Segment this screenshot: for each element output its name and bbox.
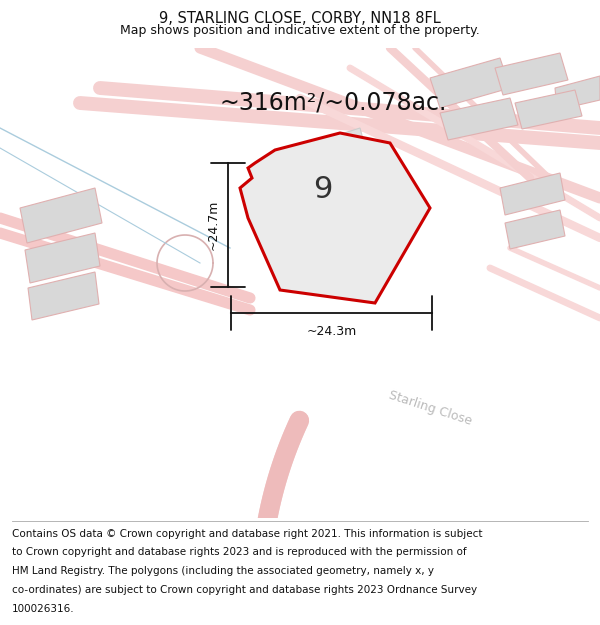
Polygon shape: [505, 210, 565, 249]
Text: 100026316.: 100026316.: [12, 604, 74, 614]
Polygon shape: [495, 53, 568, 95]
Polygon shape: [555, 76, 600, 110]
Text: 9: 9: [313, 175, 332, 204]
Text: ~24.7m: ~24.7m: [207, 200, 220, 250]
Polygon shape: [515, 90, 582, 129]
Polygon shape: [440, 98, 518, 140]
Text: ~24.3m: ~24.3m: [307, 325, 356, 338]
Text: Contains OS data © Crown copyright and database right 2021. This information is : Contains OS data © Crown copyright and d…: [12, 529, 482, 539]
Text: ~316m²/~0.078ac.: ~316m²/~0.078ac.: [220, 91, 448, 115]
Text: Map shows position and indicative extent of the property.: Map shows position and indicative extent…: [120, 24, 480, 38]
Polygon shape: [28, 272, 99, 320]
Polygon shape: [20, 188, 102, 243]
Polygon shape: [240, 133, 430, 303]
Text: to Crown copyright and database rights 2023 and is reproduced with the permissio: to Crown copyright and database rights 2…: [12, 548, 467, 558]
Text: HM Land Registry. The polygons (including the associated geometry, namely x, y: HM Land Registry. The polygons (includin…: [12, 566, 434, 576]
Polygon shape: [25, 233, 100, 283]
Text: Starling Close: Starling Close: [387, 388, 473, 428]
Polygon shape: [265, 128, 390, 268]
Polygon shape: [430, 58, 510, 108]
Polygon shape: [500, 173, 565, 215]
Text: 9, STARLING CLOSE, CORBY, NN18 8FL: 9, STARLING CLOSE, CORBY, NN18 8FL: [159, 11, 441, 26]
Text: co-ordinates) are subject to Crown copyright and database rights 2023 Ordnance S: co-ordinates) are subject to Crown copyr…: [12, 585, 477, 595]
